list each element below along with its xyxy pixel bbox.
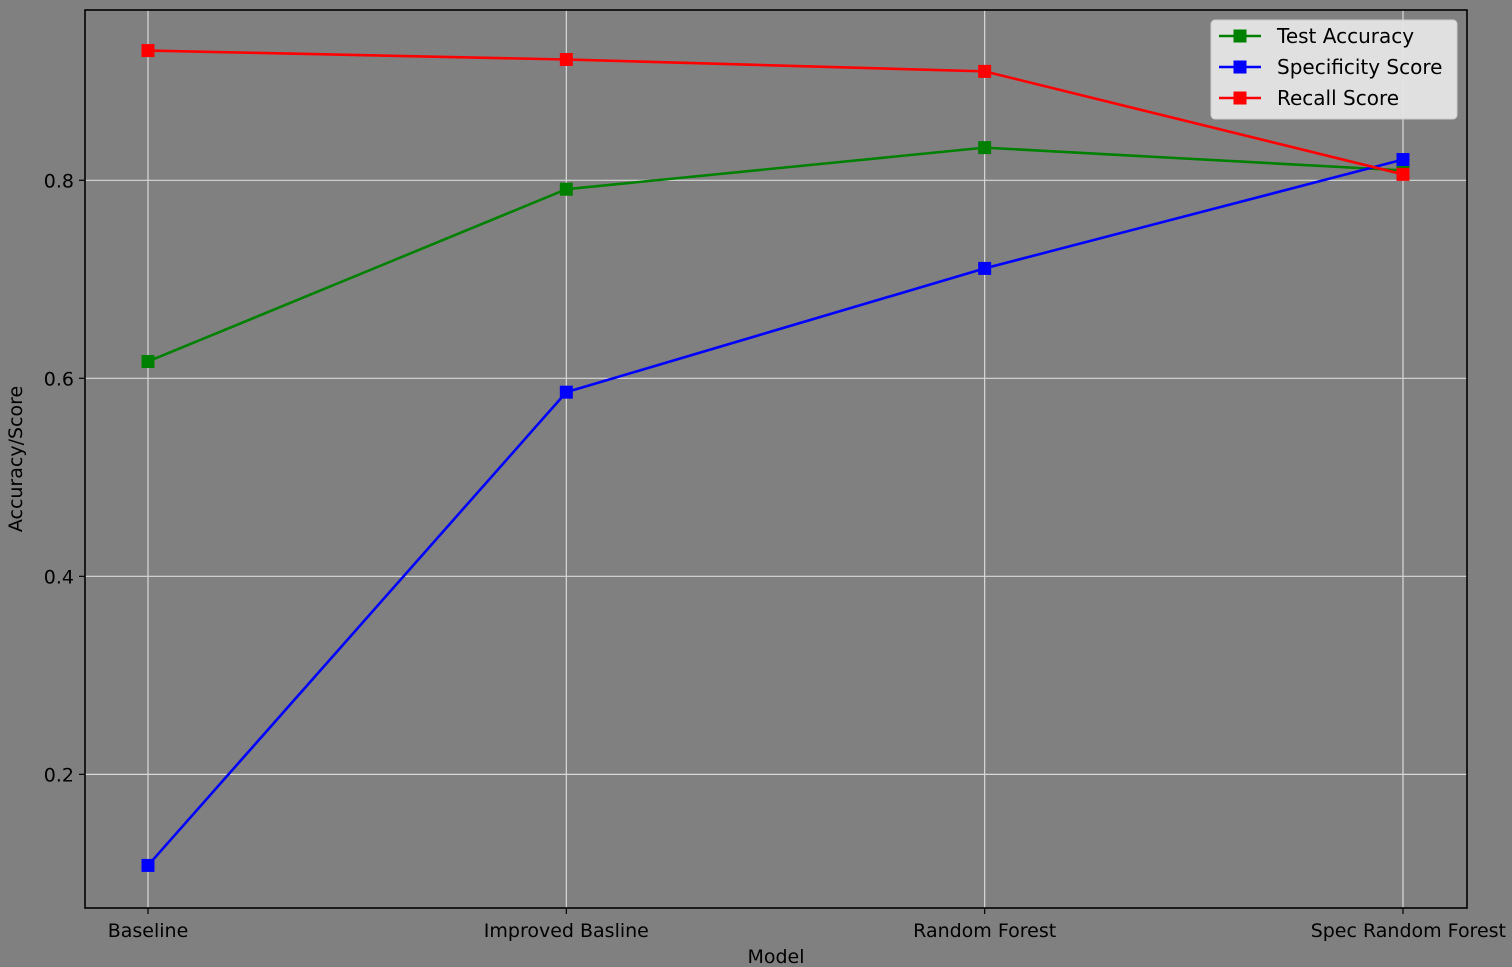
legend-item-recall-score: Recall Score xyxy=(1219,86,1399,110)
data-point-specificity-score xyxy=(559,385,573,399)
legend: Test Accuracy Specificity Score Recall Sco… xyxy=(1210,19,1458,120)
data-point-test-accuracy xyxy=(559,182,573,196)
legend-swatch-marker xyxy=(1233,29,1247,43)
series-line-test-accuracy xyxy=(147,146,1404,363)
legend-box xyxy=(1210,19,1458,120)
data-point-specificity-score xyxy=(978,261,992,275)
plot-area xyxy=(85,10,1467,908)
x-tick-label: Random Forest xyxy=(913,920,1056,942)
series-line-recall-score xyxy=(147,49,1404,176)
legend-label: Specificity Score xyxy=(1277,55,1442,79)
data-point-specificity-score xyxy=(1396,153,1410,167)
y-axis: 0.2 0.4 0.6 0.8 xyxy=(44,170,85,786)
series-specificity-score xyxy=(141,153,1410,872)
y-tick-label: 0.8 xyxy=(44,170,74,192)
data-point-specificity-score xyxy=(141,858,155,872)
series-layer xyxy=(141,44,1410,872)
legend-item-test-accuracy: Test Accuracy xyxy=(1219,24,1414,48)
plot-frame xyxy=(84,9,1468,909)
x-tick-label: Improved Basline xyxy=(484,920,649,942)
series-recall-score xyxy=(141,44,1410,181)
series-line-specificity-score xyxy=(147,158,1404,867)
legend-label: Test Accuracy xyxy=(1276,24,1414,48)
y-tick-label: 0.6 xyxy=(44,368,74,390)
legend-item-specificity-score: Specificity Score xyxy=(1219,55,1442,79)
y-axis-title: Accuracy/Score xyxy=(5,386,27,532)
x-axis-title: Model xyxy=(747,946,804,967)
series-test-accuracy xyxy=(141,141,1410,368)
data-point-test-accuracy xyxy=(978,141,992,155)
y-tick-label: 0.4 xyxy=(44,566,74,588)
data-point-recall-score xyxy=(141,44,155,58)
x-axis: Baseline Improved Basline Random Forest Spe… xyxy=(108,908,1506,942)
data-point-test-accuracy xyxy=(141,354,155,368)
data-point-recall-score xyxy=(1396,167,1410,181)
x-tick-label: Baseline xyxy=(108,920,189,942)
data-point-recall-score xyxy=(559,53,573,67)
legend-swatch-marker xyxy=(1233,91,1247,105)
legend-label: Recall Score xyxy=(1277,86,1399,110)
data-point-recall-score xyxy=(978,64,992,78)
y-tick-label: 0.2 xyxy=(44,764,74,786)
legend-swatch-marker xyxy=(1233,60,1247,74)
x-tick-label: Spec Random Forest xyxy=(1311,920,1506,942)
